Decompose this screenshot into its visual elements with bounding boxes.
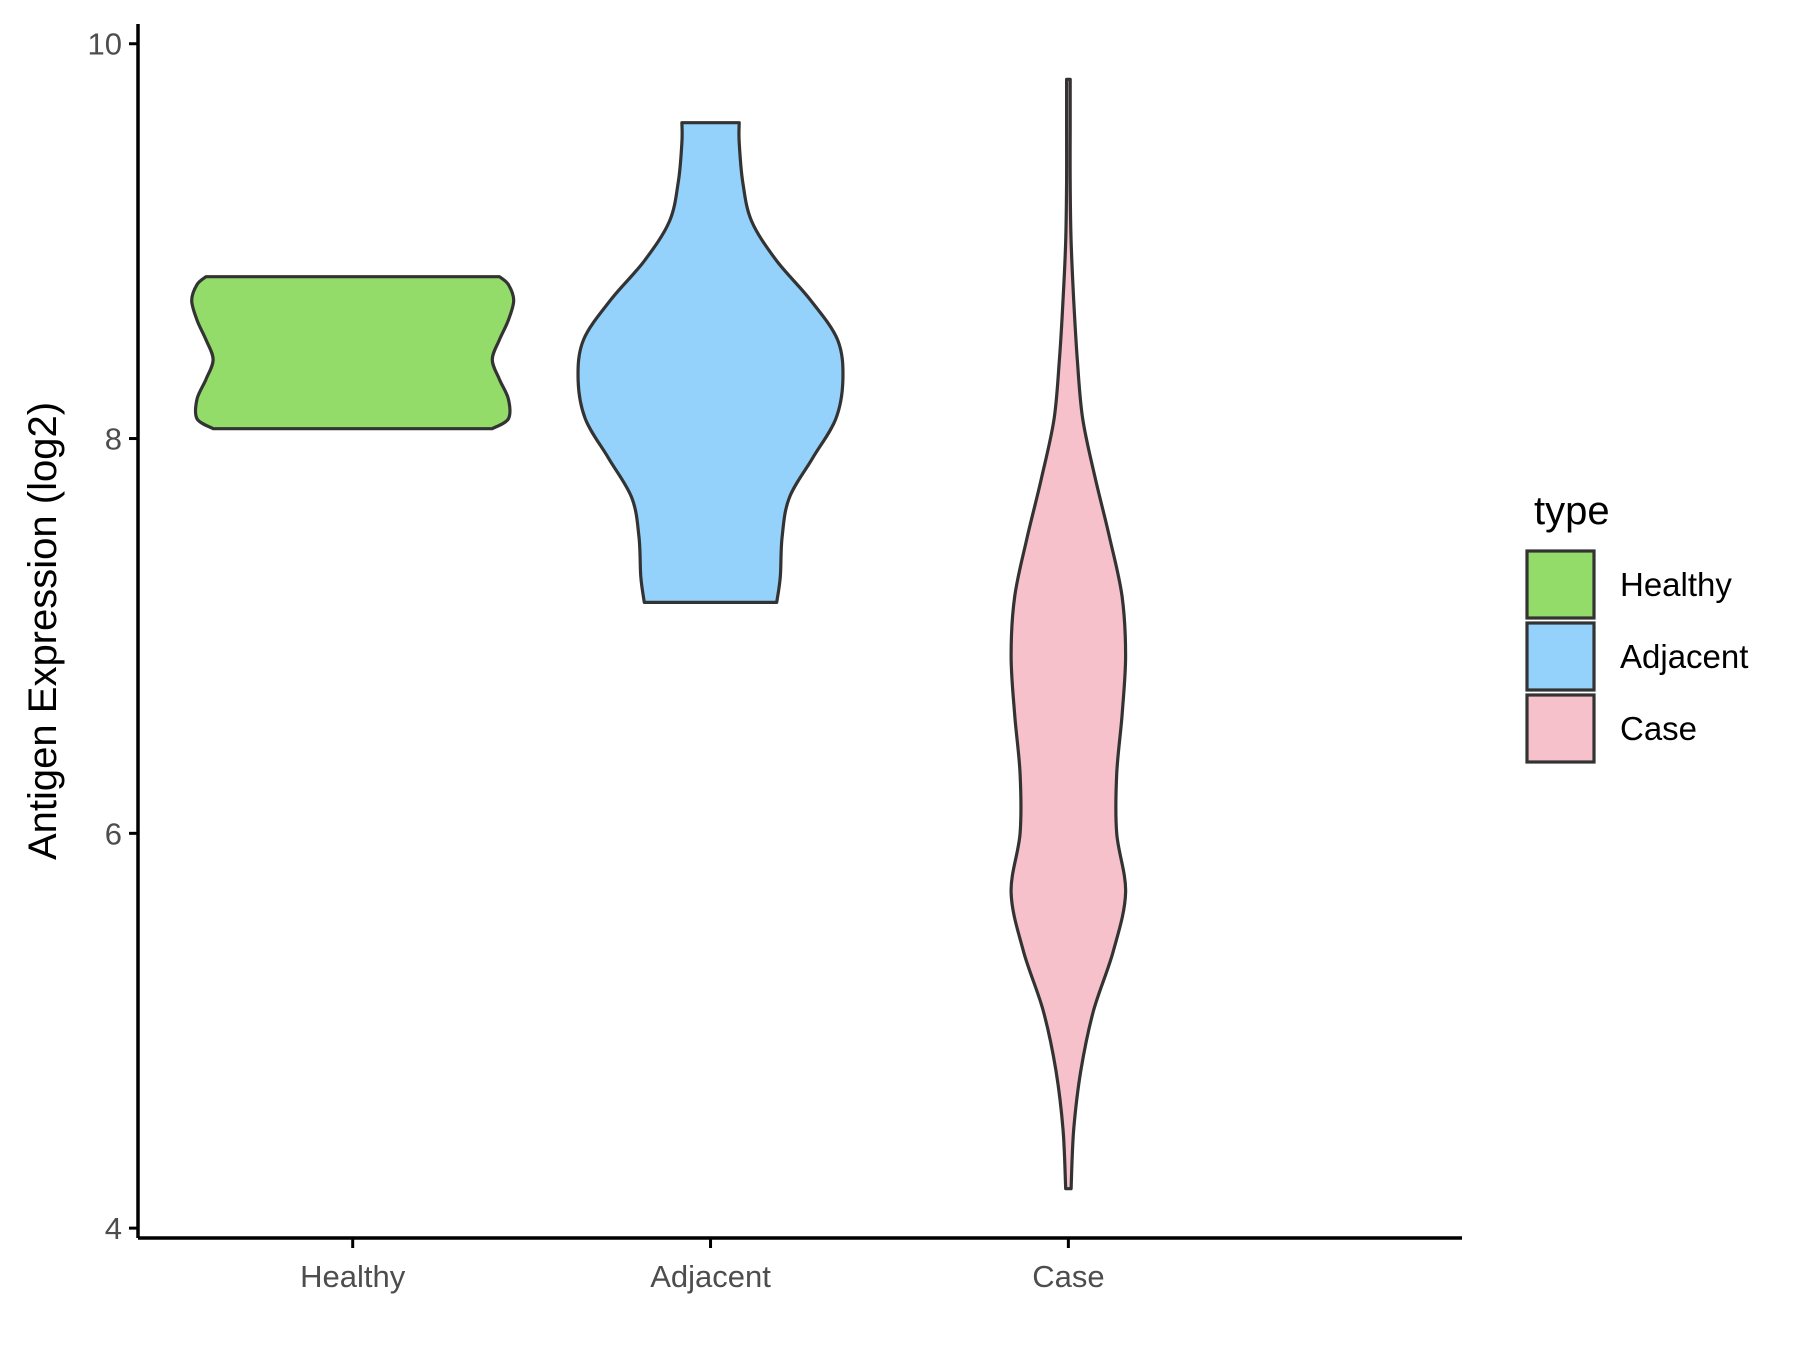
y-tick-label: 6 <box>105 816 122 851</box>
violin-layer <box>190 77 1128 1191</box>
violin-healthy <box>190 275 516 431</box>
violin-case <box>1009 77 1128 1191</box>
x-ticks: Healthy Adjacent Case <box>300 1238 1105 1294</box>
x-tick-label: Healthy <box>300 1259 406 1294</box>
axes: 4 6 8 10 Healthy Adjacent Case Antigen Expres… <box>21 24 1462 1294</box>
legend-label-adjacent: Adjacent <box>1620 638 1748 675</box>
y-ticks: 4 6 8 10 <box>88 27 138 1246</box>
y-tick-label: 10 <box>88 27 122 62</box>
x-tick-label: Case <box>1032 1259 1104 1294</box>
legend: type Healthy Adjacent Case <box>1525 489 1748 764</box>
legend-title: type <box>1534 489 1610 533</box>
y-axis-title: Antigen Expression (log2) <box>21 402 65 860</box>
legend-swatch-case <box>1525 693 1596 764</box>
legend-label-case: Case <box>1620 710 1697 747</box>
x-tick-label: Adjacent <box>650 1259 771 1294</box>
legend-swatch-healthy <box>1525 549 1596 620</box>
legend-label-healthy: Healthy <box>1620 566 1732 603</box>
y-tick-label: 8 <box>105 422 122 457</box>
legend-swatch-adjacent <box>1525 621 1596 692</box>
violin-adjacent <box>576 121 845 604</box>
y-tick-label: 4 <box>105 1211 122 1246</box>
